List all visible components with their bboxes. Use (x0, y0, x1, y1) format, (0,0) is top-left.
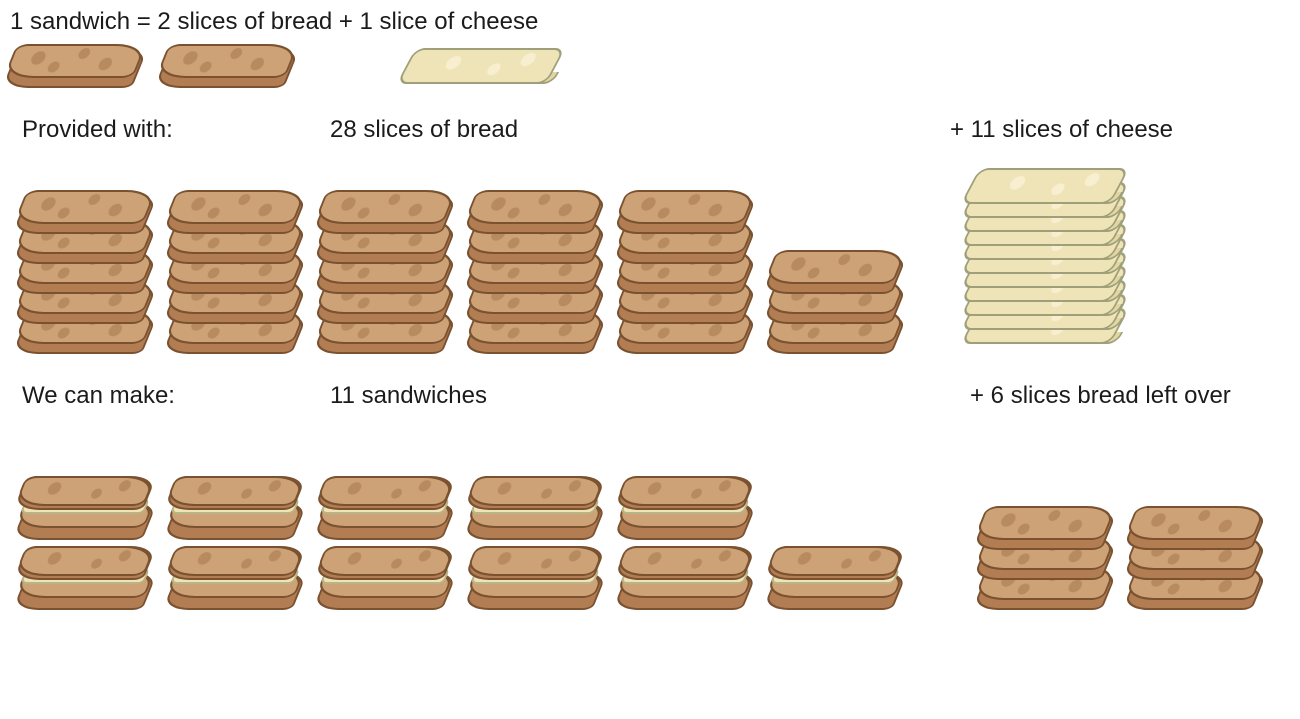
stack (1130, 500, 1260, 610)
cheese-stack (970, 160, 1120, 344)
sandwich (320, 546, 450, 610)
bread-slice (470, 190, 600, 234)
sandwich (770, 546, 900, 610)
provided-bread-label: 28 slices of bread (330, 116, 518, 144)
provided-graphic-area (10, 154, 1290, 354)
stack (470, 184, 600, 354)
stack (770, 184, 900, 354)
result-label: We can make: (22, 382, 175, 410)
equation-graphic-row (10, 44, 1290, 88)
bread-slice (1130, 506, 1260, 550)
section-equation: 1 sandwich = 2 slices of bread + 1 slice… (10, 8, 1290, 88)
stack (470, 460, 600, 610)
sandwich (470, 476, 600, 540)
page-root: 1 sandwich = 2 slices of bread + 1 slice… (0, 0, 1300, 658)
result-leftover-label: + 6 slices bread left over (970, 382, 1231, 410)
bread-slice (10, 44, 140, 88)
section-result: We can make: 11 sandwiches + 6 slices br… (10, 382, 1290, 610)
bread-slice (980, 506, 1110, 550)
stack (620, 184, 750, 354)
provided-cheese-label: + 11 slices of cheese (950, 116, 1173, 144)
stack (620, 460, 750, 610)
stack (170, 460, 300, 610)
bread-slice (20, 190, 150, 234)
cheese-slice (970, 168, 1120, 204)
stack (980, 500, 1110, 610)
cheese-slice (406, 48, 556, 84)
result-graphic-area (10, 420, 1290, 610)
bread-slice (620, 190, 750, 234)
stack (770, 460, 900, 610)
sandwich (620, 546, 750, 610)
bread-slice (320, 190, 450, 234)
result-sandwiches-label: 11 sandwiches (330, 382, 487, 410)
equation-text: 1 sandwich = 2 slices of bread + 1 slice… (10, 8, 1290, 36)
sandwich (170, 546, 300, 610)
provided-label-row: Provided with: 28 slices of bread + 11 s… (10, 116, 1290, 146)
stack (320, 184, 450, 354)
sandwich (620, 476, 750, 540)
provided-label: Provided with: (22, 116, 173, 144)
section-provided: Provided with: 28 slices of bread + 11 s… (10, 116, 1290, 354)
bread-slice (770, 250, 900, 294)
stack (20, 184, 150, 354)
stack (320, 460, 450, 610)
stack (170, 184, 300, 354)
sandwich (170, 476, 300, 540)
sandwich (20, 476, 150, 540)
result-label-row: We can make: 11 sandwiches + 6 slices br… (10, 382, 1290, 412)
bread-slice (170, 190, 300, 234)
sandwich (320, 476, 450, 540)
sandwich (470, 546, 600, 610)
stack (20, 460, 150, 610)
sandwich (20, 546, 150, 610)
bread-slice (162, 44, 292, 88)
